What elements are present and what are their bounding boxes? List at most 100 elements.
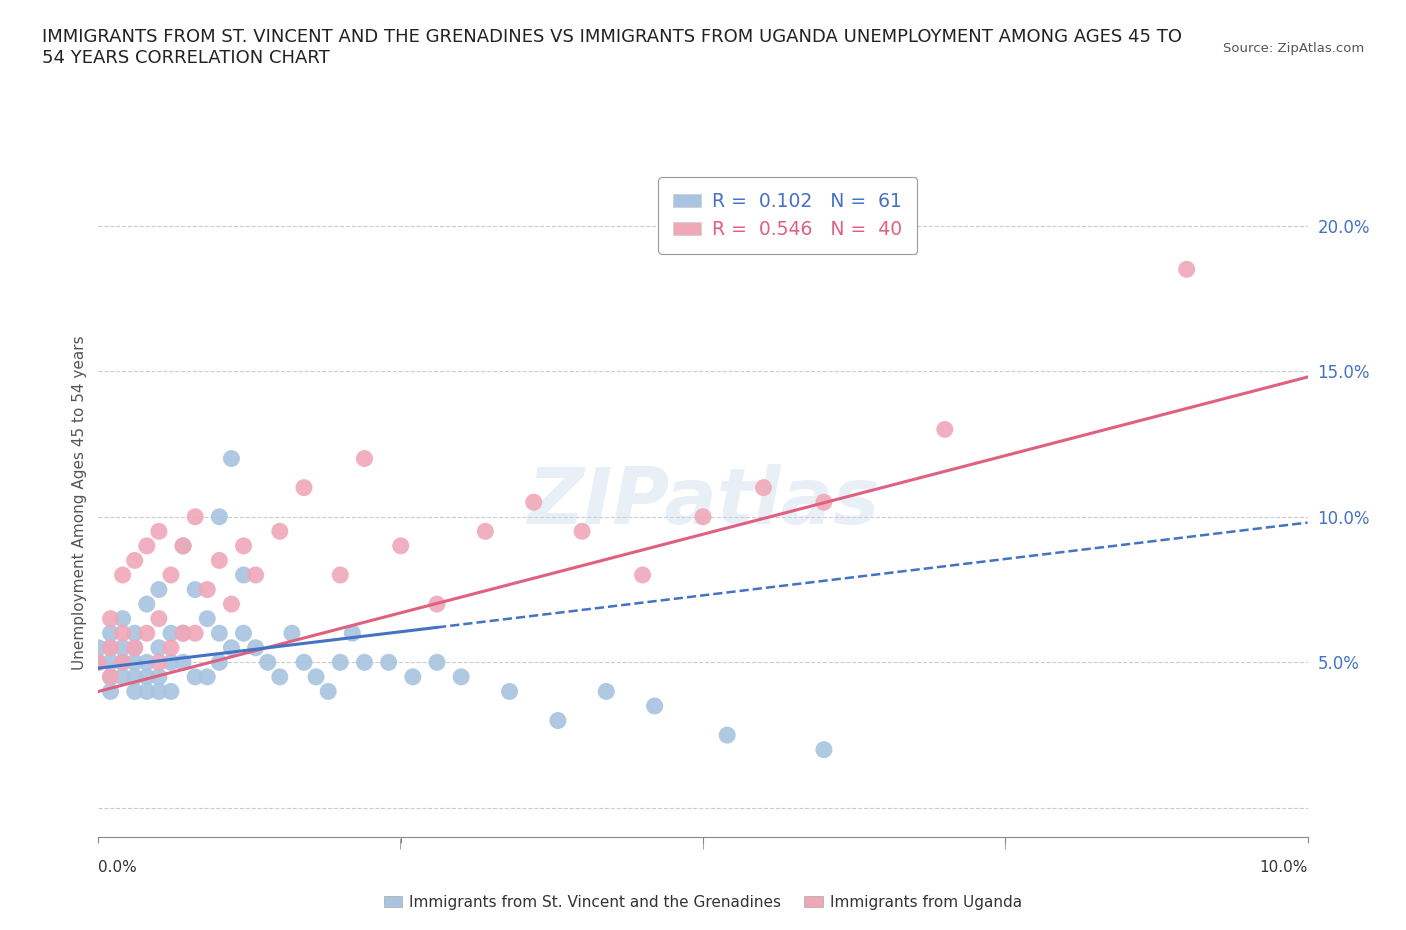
Point (389, 538, 412, 553)
Point (232, 567, 254, 582)
Point (124, 641, 146, 656)
Point (221, 641, 243, 656)
Point (124, 641, 146, 656)
Point (148, 684, 170, 698)
Point (160, 684, 183, 698)
Point (208, 510, 231, 525)
Point (148, 582, 170, 597)
Text: |: | (702, 839, 704, 849)
Point (148, 611, 170, 626)
Point (100, 641, 122, 656)
Point (184, 670, 207, 684)
Text: ZIPatlas: ZIPatlas (527, 464, 879, 540)
Point (547, 713, 569, 728)
Point (813, 495, 835, 510)
Point (124, 670, 146, 684)
Point (124, 626, 146, 641)
Point (292, 480, 315, 495)
Point (172, 655, 194, 670)
Point (111, 567, 134, 582)
Point (402, 670, 425, 684)
Point (160, 655, 183, 670)
Legend: Immigrants from St. Vincent and the Grenadines, Immigrants from Uganda: Immigrants from St. Vincent and the Gren… (375, 887, 1031, 918)
Point (100, 626, 122, 641)
Point (377, 655, 399, 670)
Point (111, 626, 134, 641)
Point (195, 670, 218, 684)
Point (595, 684, 617, 698)
Point (148, 641, 170, 656)
Point (498, 684, 520, 698)
Point (160, 626, 183, 641)
Point (100, 684, 122, 698)
Point (124, 655, 146, 670)
Point (124, 553, 146, 568)
Point (208, 655, 231, 670)
Text: Source: ZipAtlas.com: Source: ZipAtlas.com (1223, 42, 1364, 55)
Point (644, 698, 666, 713)
Point (148, 655, 170, 670)
Point (523, 495, 546, 510)
Point (316, 684, 339, 698)
Point (232, 538, 254, 553)
Point (221, 597, 243, 612)
Point (172, 626, 194, 641)
Point (111, 655, 134, 670)
Point (692, 510, 714, 525)
Point (160, 567, 183, 582)
Point (124, 684, 146, 698)
Point (813, 742, 835, 757)
Point (631, 567, 654, 582)
Point (184, 510, 207, 525)
Point (100, 670, 122, 684)
Point (135, 597, 157, 612)
Point (100, 655, 122, 670)
Text: 10.0%: 10.0% (1260, 860, 1308, 875)
Point (269, 524, 291, 538)
Point (172, 538, 194, 553)
Point (1175, 262, 1198, 277)
Point (329, 567, 352, 582)
Point (135, 626, 157, 641)
Point (100, 670, 122, 684)
Point (450, 670, 472, 684)
Point (221, 451, 243, 466)
Point (160, 641, 183, 656)
Point (426, 597, 449, 612)
Point (172, 538, 194, 553)
Point (232, 626, 254, 641)
Point (184, 582, 207, 597)
Legend: R =  0.102   N =  61, R =  0.546   N =  40: R = 0.102 N = 61, R = 0.546 N = 40 (658, 177, 917, 254)
Point (474, 524, 496, 538)
Point (135, 655, 157, 670)
Point (148, 524, 170, 538)
Point (426, 655, 449, 670)
Text: |: | (1004, 839, 1007, 849)
Point (292, 655, 315, 670)
Y-axis label: Unemployment Among Ages 45 to 54 years: Unemployment Among Ages 45 to 54 years (72, 335, 87, 670)
Point (305, 670, 328, 684)
Point (100, 611, 122, 626)
Point (87, 655, 110, 670)
Text: IMMIGRANTS FROM ST. VINCENT AND THE GRENADINES VS IMMIGRANTS FROM UGANDA UNEMPLO: IMMIGRANTS FROM ST. VINCENT AND THE GREN… (42, 28, 1182, 67)
Point (281, 626, 304, 641)
Point (100, 641, 122, 656)
Point (111, 655, 134, 670)
Point (342, 626, 364, 641)
Point (184, 626, 207, 641)
Point (172, 626, 194, 641)
Point (269, 670, 291, 684)
Point (571, 524, 593, 538)
Point (934, 422, 956, 437)
Point (752, 480, 775, 495)
Point (111, 611, 134, 626)
Point (245, 567, 267, 582)
Point (148, 670, 170, 684)
Point (208, 626, 231, 641)
Point (135, 684, 157, 698)
Point (135, 538, 157, 553)
Point (111, 641, 134, 656)
Point (716, 727, 738, 742)
Point (208, 553, 231, 568)
Point (111, 670, 134, 684)
